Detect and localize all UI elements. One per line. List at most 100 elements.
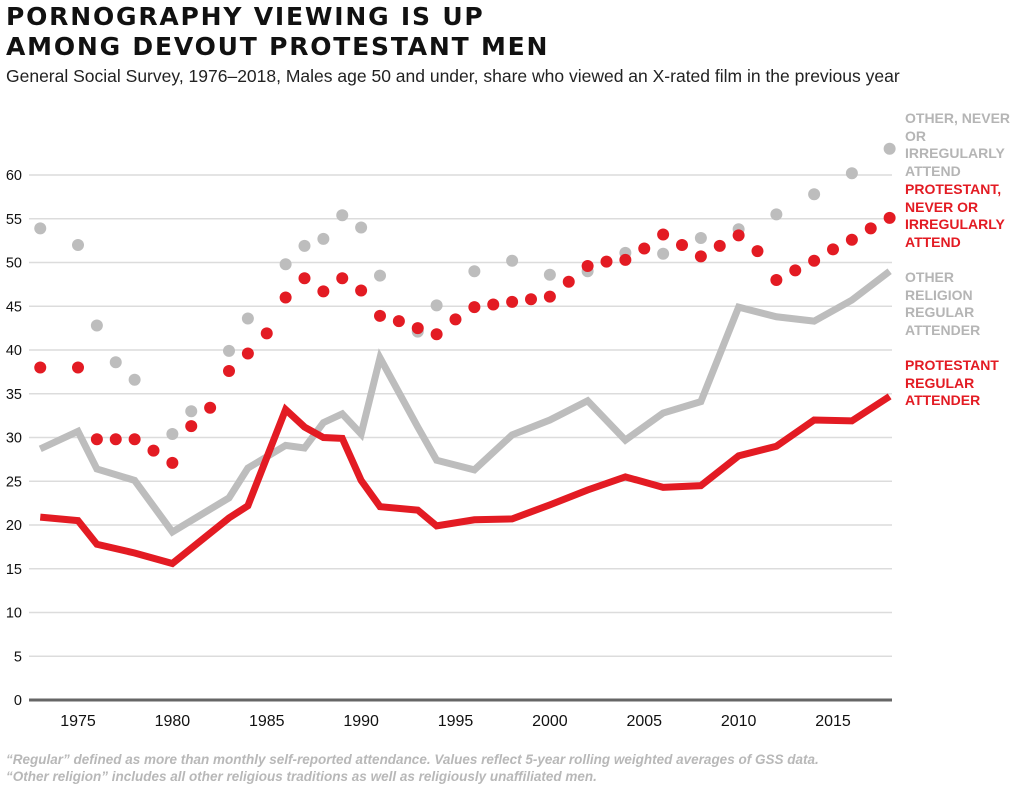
series-label-line: REGULAR: [905, 374, 975, 391]
data-point: [166, 428, 179, 440]
x-axis-ticks: 1975 1980 1985 1990 1995 2000 2005 2010 2015: [60, 713, 851, 730]
data-point: [279, 258, 292, 271]
data-point: [506, 254, 519, 267]
data-point: [657, 228, 670, 241]
data-point: [657, 247, 670, 260]
series-label-line: PROTESTANT,: [905, 181, 1002, 197]
data-point: [694, 232, 707, 244]
y-tick-label: 45: [6, 299, 22, 315]
series-label-line: RELIGION: [905, 286, 973, 303]
y-tick-label: 35: [6, 387, 22, 403]
x-tick-label: 1985: [249, 713, 285, 730]
series-label-line: NEVER OR: [905, 198, 979, 215]
data-point: [128, 433, 141, 446]
data-point: [694, 250, 707, 263]
data-point: [392, 315, 405, 328]
y-tick-label: 0: [14, 693, 22, 709]
data-point: [468, 265, 481, 278]
series-label-line: REGULAR: [905, 304, 975, 320]
data-point: [487, 298, 500, 311]
data-point: [449, 313, 462, 326]
data-point: [241, 347, 254, 360]
series-label-line: ATTEND: [905, 233, 961, 250]
x-tick-label: 1980: [155, 713, 191, 730]
series-line: [39, 393, 892, 568]
y-tick-label: 20: [6, 518, 22, 534]
data-point: [638, 242, 651, 255]
data-point: [204, 401, 217, 414]
y-tick-label: 15: [6, 562, 22, 578]
series-label-other-regular: OTHER RELIGION REGULAR ATTENDER: [905, 269, 980, 339]
y-tick-label: 25: [6, 474, 22, 490]
data-point: [883, 211, 896, 224]
data-point: [298, 272, 311, 285]
series-label-other-irregular: OTHER, NEVER OR IRREGULARLY ATTEND: [905, 110, 1024, 180]
series-label-protestant-irregular: PROTESTANT, NEVER OR IRREGULARLY ATTEND: [905, 181, 1005, 251]
footnote-line-1: “Regular” defined as more than monthly s…: [6, 752, 819, 767]
data-point: [600, 255, 613, 268]
data-point: [260, 327, 273, 340]
data-point: [374, 269, 386, 282]
series-group: [34, 142, 896, 568]
data-point: [845, 167, 858, 180]
data-point: [355, 284, 368, 297]
footnote-line-2: “Other religion” includes all other reli…: [6, 769, 597, 784]
data-point: [147, 444, 160, 457]
series-label-line: OTHER, NEVER: [905, 110, 1011, 126]
data-point: [90, 319, 103, 332]
data-point: [468, 301, 481, 314]
data-point: [808, 254, 821, 267]
series-label-line: ATTEND: [905, 162, 961, 179]
data-point: [808, 188, 821, 201]
data-point: [72, 239, 84, 251]
data-point: [411, 322, 424, 335]
x-tick-label: 2005: [626, 713, 662, 730]
chart-title-line-2: among devout Protestant men: [6, 32, 550, 61]
data-point: [317, 285, 330, 298]
data-point: [845, 233, 858, 246]
series-label-line: PROTESTANT: [905, 357, 999, 373]
data-point: [223, 365, 235, 377]
data-point: [543, 268, 556, 281]
series-line: [38, 268, 892, 537]
y-tick-label: 40: [6, 343, 22, 359]
data-point: [789, 264, 802, 277]
data-point: [751, 245, 764, 258]
series-label-protestant-regular: PROTESTANT REGULAR ATTENDER: [905, 357, 999, 410]
chart-title-line-1: POrnography viewing is up: [6, 2, 485, 31]
data-point: [109, 356, 122, 369]
data-point: [770, 274, 783, 286]
data-point: [676, 239, 688, 251]
series-label-line: ATTENDER: [905, 321, 981, 338]
x-tick-label: 1995: [438, 713, 474, 730]
series-protestant-regular-attender: [39, 393, 892, 568]
data-point: [241, 312, 254, 325]
series-protestant-never-or-irregularly-attend: [34, 211, 896, 469]
data-point: [185, 405, 198, 418]
data-point: [581, 260, 594, 272]
y-tick-label: 55: [6, 212, 22, 228]
x-tick-label: 2010: [721, 713, 757, 730]
data-point: [506, 295, 519, 308]
series-label-line: OTHER: [905, 269, 954, 285]
data-point: [34, 361, 47, 374]
data-point: [298, 239, 311, 252]
chart-subtitle: General Social Survey, 1976–2018, Males …: [6, 66, 900, 86]
data-point: [90, 433, 103, 446]
data-point: [336, 272, 349, 285]
y-tick-label: 5: [14, 649, 22, 665]
x-tick-label: 2000: [532, 713, 568, 730]
data-point: [128, 373, 141, 386]
data-point: [223, 344, 235, 357]
data-point: [430, 299, 443, 312]
data-point: [713, 239, 726, 252]
y-axis-ticks: 0 5 10 15 20 25 30 35 40 45 50 55 60: [6, 168, 22, 709]
x-tick-label: 1990: [343, 713, 379, 730]
data-point: [883, 142, 896, 155]
data-point: [279, 291, 292, 304]
series-label-line: OR IRREGULARLY: [905, 127, 1005, 162]
chart-title: POrnography viewing is up among devout P…: [6, 2, 549, 62]
data-point: [864, 222, 877, 235]
series-label-line: IRREGULARLY: [905, 216, 1005, 232]
